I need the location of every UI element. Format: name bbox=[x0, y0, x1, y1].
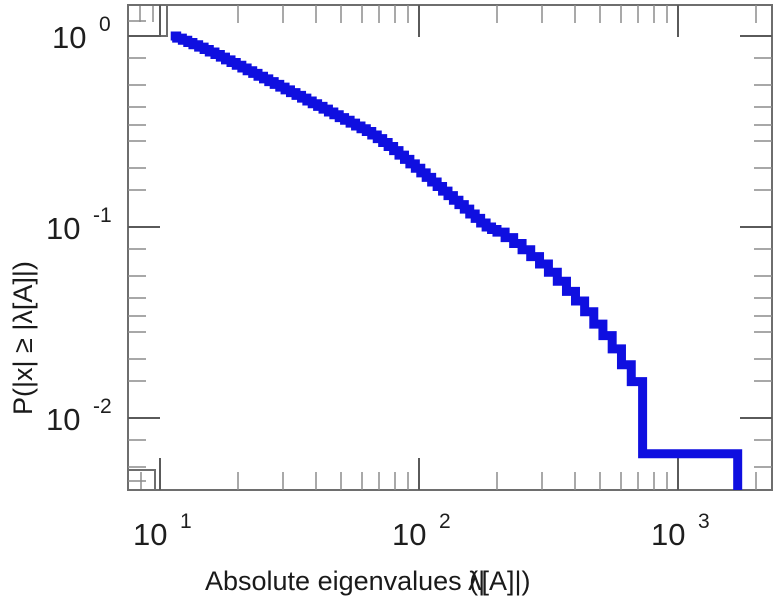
series-ccdf-line bbox=[170, 31, 743, 490]
x-tick-label-2-mantissa: 10 bbox=[651, 517, 685, 552]
x-axis-ticks bbox=[159, 458, 757, 490]
y-tick-label-0-mantissa: 10 bbox=[52, 20, 86, 55]
plot-frame bbox=[127, 4, 773, 491]
x-tick-label-1-exponent: 2 bbox=[439, 510, 451, 533]
x-tick-label-2-exponent: 3 bbox=[698, 510, 710, 533]
y-tick-label-2-exponent: -2 bbox=[93, 395, 112, 418]
x-axis-ticks-top bbox=[159, 5, 757, 37]
y-tick-label-1-exponent: -1 bbox=[93, 204, 112, 227]
x-tick-label-1-mantissa: 10 bbox=[392, 517, 426, 552]
x-axis-title-part2: λ[A]|) bbox=[468, 566, 531, 596]
x-axis-title-part1: Absolute eigenvalues (| bbox=[205, 566, 485, 596]
y-axis-ticks bbox=[128, 20, 160, 482]
bottomleft-box-artifact bbox=[129, 469, 156, 489]
y-tick-label-0-exponent: 0 bbox=[99, 13, 111, 36]
x-tick-labels: 10 1 10 2 10 3 bbox=[133, 510, 710, 552]
x-tick-label-0-mantissa: 10 bbox=[133, 517, 167, 552]
y-tick-label-1-mantissa: 10 bbox=[46, 211, 80, 246]
data-series-group bbox=[170, 31, 743, 490]
y-tick-label-2-mantissa: 10 bbox=[46, 402, 80, 437]
x-tick-label-0-exponent: 1 bbox=[180, 510, 192, 533]
y-axis-title: P(|x| ≥ |λ[A]|) bbox=[8, 261, 38, 415]
y-tick-labels: 10 0 10 -1 10 -2 bbox=[46, 13, 112, 437]
y-axis-ticks-right bbox=[740, 35, 772, 468]
